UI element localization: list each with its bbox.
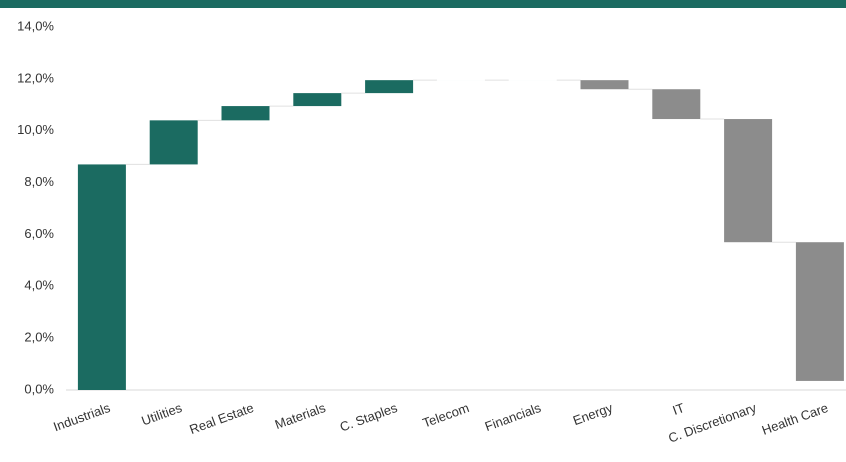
bar — [724, 119, 773, 243]
bar — [795, 242, 844, 381]
bar — [221, 106, 270, 121]
x-tick-label: Industrials — [51, 400, 112, 435]
bar — [652, 89, 701, 120]
x-tick-label: Health Care — [760, 400, 830, 438]
bar — [580, 80, 629, 90]
title-banner — [0, 0, 846, 8]
y-tick-label: 12,0% — [17, 70, 54, 85]
y-tick-label: 10,0% — [17, 122, 54, 137]
x-tick-label: Energy — [571, 400, 615, 428]
y-tick-label: 14,0% — [17, 18, 54, 33]
x-tick-label: Real Estate — [187, 400, 255, 437]
y-tick-label: 2,0% — [24, 330, 54, 345]
x-tick-label: IT — [671, 400, 687, 418]
y-tick-label: 8,0% — [24, 174, 54, 189]
bar — [365, 80, 414, 94]
x-tick-label: Telecom — [420, 400, 471, 431]
y-tick-label: 4,0% — [24, 278, 54, 293]
x-tick-label: C. Staples — [338, 400, 400, 435]
bar — [77, 164, 126, 390]
x-tick-label: Materials — [273, 400, 328, 432]
bar — [293, 93, 342, 107]
x-tick-label: Financials — [483, 400, 544, 434]
y-tick-label: 0,0% — [24, 381, 54, 396]
y-tick-label: 6,0% — [24, 226, 54, 241]
bar — [149, 120, 198, 165]
x-tick-label: Utilities — [139, 400, 184, 429]
